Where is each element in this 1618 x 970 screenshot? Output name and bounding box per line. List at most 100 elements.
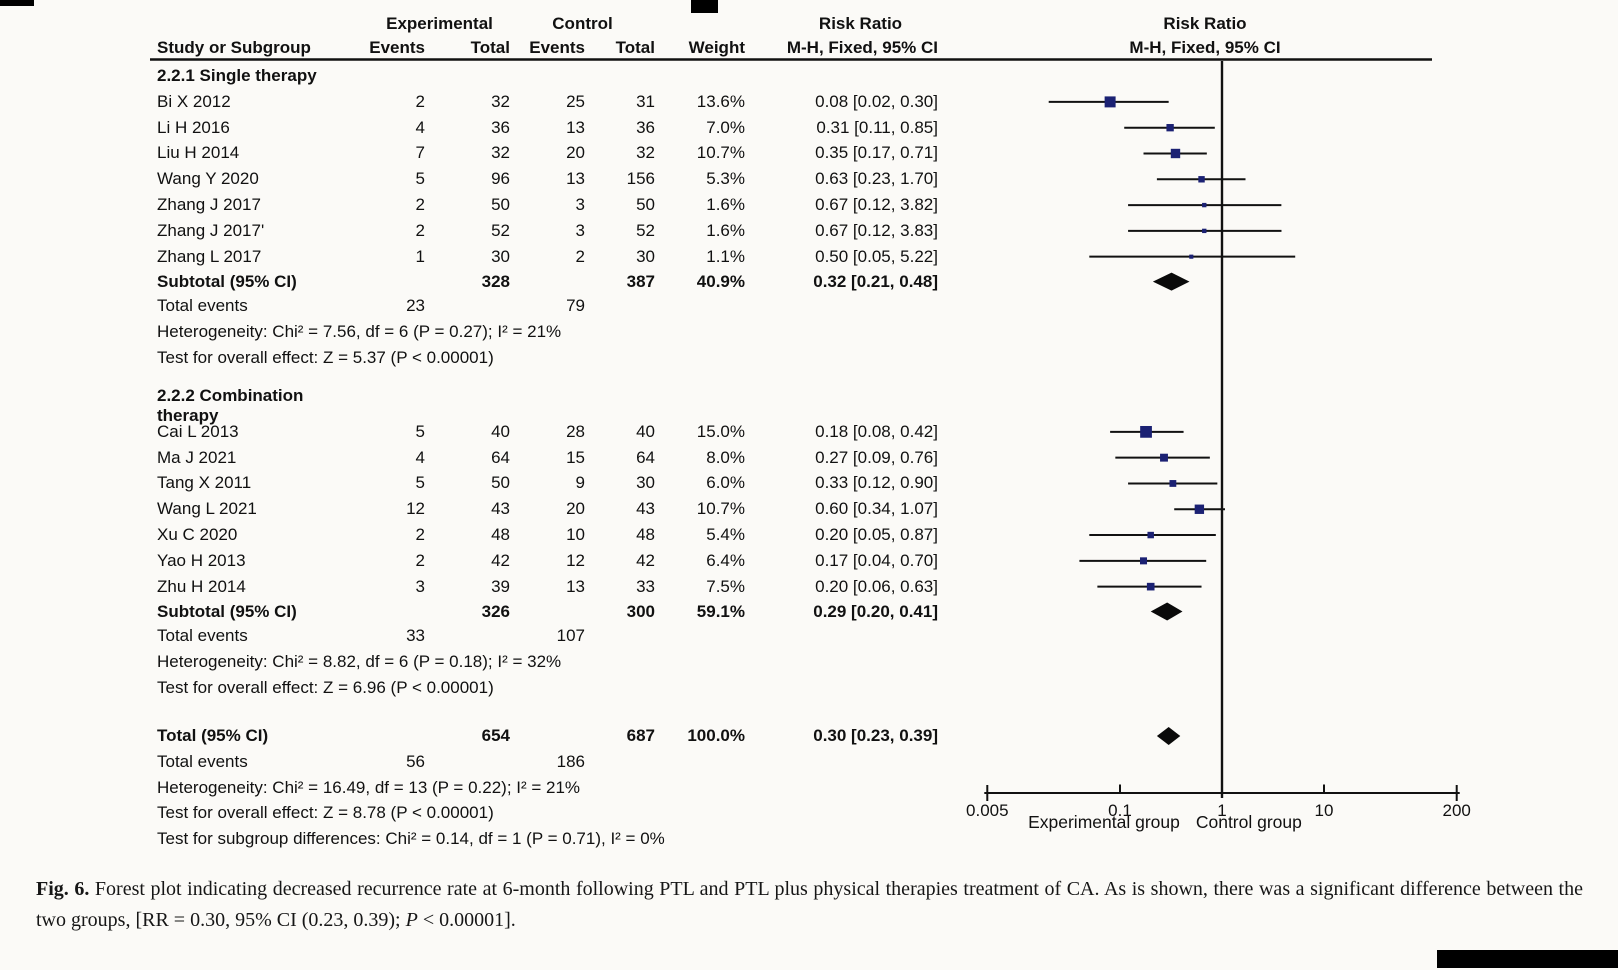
ci-cell: 0.18 [0.08, 0.42] (815, 421, 938, 441)
weight-cell: 100.0% (687, 725, 745, 745)
effect-square (1139, 557, 1148, 565)
total-ctl-cell: 33 (636, 576, 655, 596)
total-events-label: Total events (157, 751, 248, 771)
events-exp-cell: 2 (415, 91, 425, 111)
table-row: Bi X 2012 2 32 25 31 13.6% 0.08 [0.02, 0.30] (157, 89, 939, 115)
effect-square (1194, 504, 1205, 514)
table-rows: 2.2.1 Single therapy Bi X 2012 2 32 25 31 13.6… (157, 63, 939, 852)
ci-cell: 0.08 [0.02, 0.30] (815, 91, 938, 111)
events-ctl-cell: 28 (566, 421, 585, 441)
ci-cell: 0.32 [0.21, 0.48] (813, 271, 938, 291)
header-risk-ratio-left: Risk Ratio (818, 14, 903, 33)
plot-header-mh: M-H, Fixed, 95% CI (1129, 38, 1281, 57)
ci-cell: 0.67 [0.12, 3.82] (815, 195, 938, 215)
ci-cell: 0.30 [0.23, 0.39] (813, 725, 938, 745)
stat-text: Heterogeneity: Chi² = 7.56, df = 6 (P = … (157, 322, 562, 342)
ci-cell: 0.35 [0.17, 0.71] (815, 143, 938, 163)
total-exp-cell: 39 (491, 576, 510, 596)
total-exp-cell: 36 (491, 117, 510, 137)
effect-square (1202, 228, 1207, 234)
weight-cell: 1.6% (706, 220, 745, 240)
events-ctl-cell: 20 (566, 143, 585, 163)
stat-text: Test for overall effect: Z = 5.37 (P < 0… (157, 348, 494, 368)
events-exp-cell: 7 (415, 143, 425, 163)
stat-text: Heterogeneity: Chi² = 8.82, df = 6 (P = … (157, 652, 562, 672)
axis-tick-label: 200 (1443, 801, 1471, 820)
study-label: Li H 2016 (157, 117, 230, 137)
events-exp-cell: 1 (415, 246, 425, 266)
table-row: Zhang J 2017' 2 52 3 52 1.6% 0.67 [0.12, 3.83] (157, 218, 939, 244)
stat-text: Heterogeneity: Chi² = 16.49, df = 13 (P … (157, 777, 581, 797)
table-row: Test for subgroup differences: Chi² = 0.… (157, 826, 939, 852)
effect-square (1147, 531, 1154, 539)
header-events-exp: Events (369, 38, 425, 57)
effect-square (1170, 148, 1181, 159)
table-row: Zhu H 2014 3 39 13 33 7.5% 0.20 [0.06, 0.63] (157, 574, 939, 600)
total-exp-cell: 50 (491, 473, 510, 493)
weight-cell: 5.3% (706, 169, 745, 189)
table-header-group-row: Experimental Control Risk Ratio (157, 12, 939, 36)
total-ctl-cell: 43 (636, 499, 655, 519)
total-exp-cell: 654 (481, 725, 510, 745)
table-row: Test for overall effect: Z = 6.96 (P < 0… (157, 675, 939, 701)
total-ctl-cell: 36 (636, 117, 655, 137)
study-label: Subtotal (95% CI) (157, 271, 297, 291)
weight-cell: 6.4% (706, 550, 745, 570)
total-ctl-cell: 32 (636, 143, 655, 163)
weight-cell: 1.1% (706, 246, 745, 266)
stat-text: Test for overall effect: Z = 8.78 (P < 0… (157, 803, 494, 823)
events-ctl-cell: 20 (566, 499, 585, 519)
events-ctl-cell: 12 (566, 550, 585, 570)
subgroup-heading: 2.2.2 Combination therapy (157, 385, 304, 425)
events-ctl-cell: 10 (566, 525, 585, 545)
total-ctl-cell: 48 (636, 525, 655, 545)
events-exp-count: 56 (406, 751, 425, 771)
weight-cell: 5.4% (706, 525, 745, 545)
ci-cell: 0.27 [0.09, 0.76] (815, 447, 938, 467)
effect-square (1104, 96, 1116, 108)
ci-cell: 0.31 [0.11, 0.85] (816, 117, 938, 137)
study-label: Liu H 2014 (157, 143, 240, 163)
study-label: Wang Y 2020 (157, 169, 259, 189)
header-control: Control (552, 14, 613, 33)
header-total-exp: Total (470, 38, 510, 57)
study-label: Xu C 2020 (157, 525, 238, 545)
events-ctl-count: 107 (556, 626, 585, 646)
subtotal-diamond (1150, 602, 1183, 621)
total-ctl-cell: 64 (636, 447, 655, 467)
table-row: Wang L 2021 12 43 20 43 10.7% 0.60 [0.34, 1.07… (157, 496, 939, 522)
events-exp-count: 23 (406, 296, 425, 316)
events-ctl-cell: 13 (566, 576, 585, 596)
table-row: Subtotal (95% CI) 326 300 59.1% 0.29 [0.20, … (157, 600, 939, 624)
ci-cell: 0.67 [0.12, 3.83] (815, 220, 938, 240)
weight-cell: 7.0% (706, 117, 745, 137)
ci-cell: 0.29 [0.20, 0.41] (813, 601, 938, 621)
table-row: Yao H 2013 2 42 12 42 6.4% 0.17 [0.04, 0.70] (157, 548, 939, 574)
total-exp-cell: 50 (491, 195, 510, 215)
spacer-row (157, 701, 939, 723)
study-label: Subtotal (95% CI) (157, 601, 297, 621)
events-ctl-cell: 3 (575, 220, 585, 240)
header-study: Study or Subgroup (157, 38, 311, 57)
total-ctl-cell: 387 (626, 271, 655, 291)
table-row: Zhang J 2017 2 50 3 50 1.6% 0.67 [0.12, 3.82] (157, 192, 939, 218)
scan-artifact-top (691, 0, 718, 13)
total-exp-cell: 96 (491, 169, 510, 189)
events-ctl-cell: 13 (566, 117, 585, 137)
study-label: Total (95% CI) (157, 725, 269, 745)
weight-cell: 10.7% (696, 143, 745, 163)
study-label: Tang X 2011 (157, 473, 252, 493)
events-ctl-cell: 25 (566, 91, 585, 111)
events-ctl-cell: 9 (575, 473, 585, 493)
events-ctl-cell: 2 (575, 246, 585, 266)
events-exp-cell: 4 (415, 117, 425, 137)
effect-square (1169, 480, 1177, 487)
caption-p: P (405, 909, 418, 931)
header-experimental: Experimental (386, 14, 493, 33)
total-ctl-cell: 300 (626, 601, 655, 621)
total-ctl-cell: 30 (636, 473, 655, 493)
total-exp-cell: 328 (481, 271, 510, 291)
total-ctl-cell: 42 (636, 550, 655, 570)
events-exp-cell: 5 (415, 473, 425, 493)
